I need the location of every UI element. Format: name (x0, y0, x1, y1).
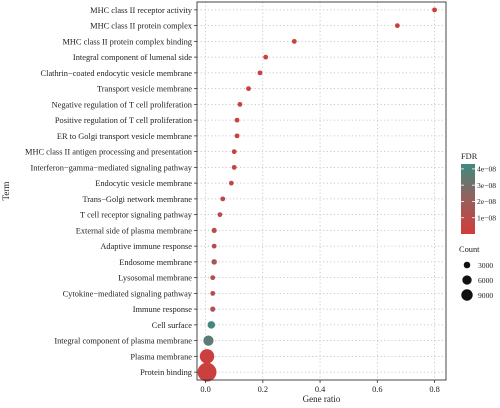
y-tick-label: Endocytic vesicle membrane (95, 179, 192, 188)
data-point (263, 54, 269, 60)
y-tick-label: Immune response (133, 305, 193, 314)
data-point (257, 70, 263, 76)
data-point (199, 349, 215, 364)
data-point (234, 117, 240, 123)
x-tick-label: 0.2 (258, 385, 268, 394)
count-size-label: 6000 (478, 276, 493, 285)
y-tick-label: Lysosomal membrane (118, 274, 192, 283)
data-point (211, 227, 217, 233)
fdr-legend-title: FDR (461, 152, 478, 161)
fdr-color-bar (461, 164, 475, 234)
y-tick-label: Trans−Golgi network membrane (82, 195, 192, 204)
grid-lines (197, 2, 446, 380)
y-tick-label: Positive regulation of T cell proliferat… (55, 116, 193, 125)
y-tick-label: ER to Golgi transport vesicle membrane (57, 132, 192, 141)
y-tick-label: Transport vesicle membrane (97, 85, 192, 94)
y-tick-label: Cytokine−mediated signaling pathway (63, 289, 193, 298)
data-point (231, 149, 237, 155)
y-tick-label: MHC class II protein complex (90, 22, 193, 31)
x-axis-tick-labels: 0.0 0.2 0.4 0.6 0.8 (200, 380, 440, 394)
count-size-swatch (462, 275, 472, 285)
fdr-tick-label: 4e−08 (477, 164, 496, 173)
x-tick-label: 0.8 (429, 385, 439, 394)
data-point (246, 86, 251, 92)
y-tick-label: MHC class II protein complex binding (62, 37, 192, 46)
x-axis-title: Gene ratio (303, 394, 341, 404)
data-point (217, 212, 223, 218)
x-tick-label: 0.0 (200, 385, 210, 394)
y-tick-label: MHC class II antigen processing and pres… (25, 148, 193, 157)
y-tick-label: Cell surface (152, 321, 193, 330)
x-tick-label: 0.6 (372, 385, 382, 394)
x-tick-label: 0.4 (315, 385, 326, 394)
data-point (210, 290, 216, 296)
data-point (432, 7, 437, 13)
count-size-legend: Count 3000 6000 9000 (459, 245, 493, 301)
data-point (210, 306, 216, 312)
y-tick-label: Integral component of lumenal side (73, 53, 192, 62)
data-point (231, 164, 237, 170)
y-tick-label: Clathrin−coated endocytic vesicle membra… (41, 69, 193, 78)
y-axis-title: Term (1, 182, 11, 201)
data-point (211, 259, 217, 265)
data-point (203, 335, 214, 346)
plot-frame (196, 1, 447, 381)
data-point (220, 196, 226, 202)
data-points (197, 7, 437, 382)
fdr-tick-label: 1e−08 (477, 213, 496, 222)
y-tick-label: Negative regulation of T cell proliferat… (52, 100, 193, 109)
count-size-swatch (463, 261, 471, 269)
y-tick-label: Protein binding (140, 368, 193, 377)
y-tick-label: Interferon−gamma−mediated signaling path… (30, 163, 192, 172)
data-point (228, 180, 234, 186)
data-point (234, 133, 240, 139)
y-tick-label: Endosome membrane (119, 258, 192, 267)
y-tick-label: Adaptive immune response (100, 242, 192, 251)
count-size-label: 9000 (478, 291, 493, 300)
y-tick-label: Integral component of plasma membrane (54, 337, 192, 346)
data-point (394, 23, 400, 29)
y-tick-label: External side of plasma membrane (76, 226, 193, 235)
data-point (237, 101, 243, 107)
fdr-tick-label: 3e−08 (477, 181, 496, 190)
count-size-swatch (461, 289, 473, 301)
y-axis-tick-labels: MHC class II receptor activity MHC class … (25, 6, 197, 377)
count-size-label: 3000 (478, 261, 493, 270)
data-point (197, 362, 217, 382)
fdr-color-legend: FDR 4e−08 3e−08 2e−08 1e−08 (461, 152, 496, 234)
y-tick-label: T cell receptor signaling pathway (80, 211, 193, 220)
data-point (291, 38, 297, 44)
y-tick-label: MHC class II receptor activity (90, 6, 193, 15)
data-point (211, 243, 217, 249)
count-legend-title: Count (459, 245, 480, 254)
data-point (207, 321, 216, 329)
y-tick-label: Plasma membrane (130, 352, 192, 361)
data-point (210, 275, 216, 281)
fdr-tick-label: 2e−08 (477, 197, 496, 206)
